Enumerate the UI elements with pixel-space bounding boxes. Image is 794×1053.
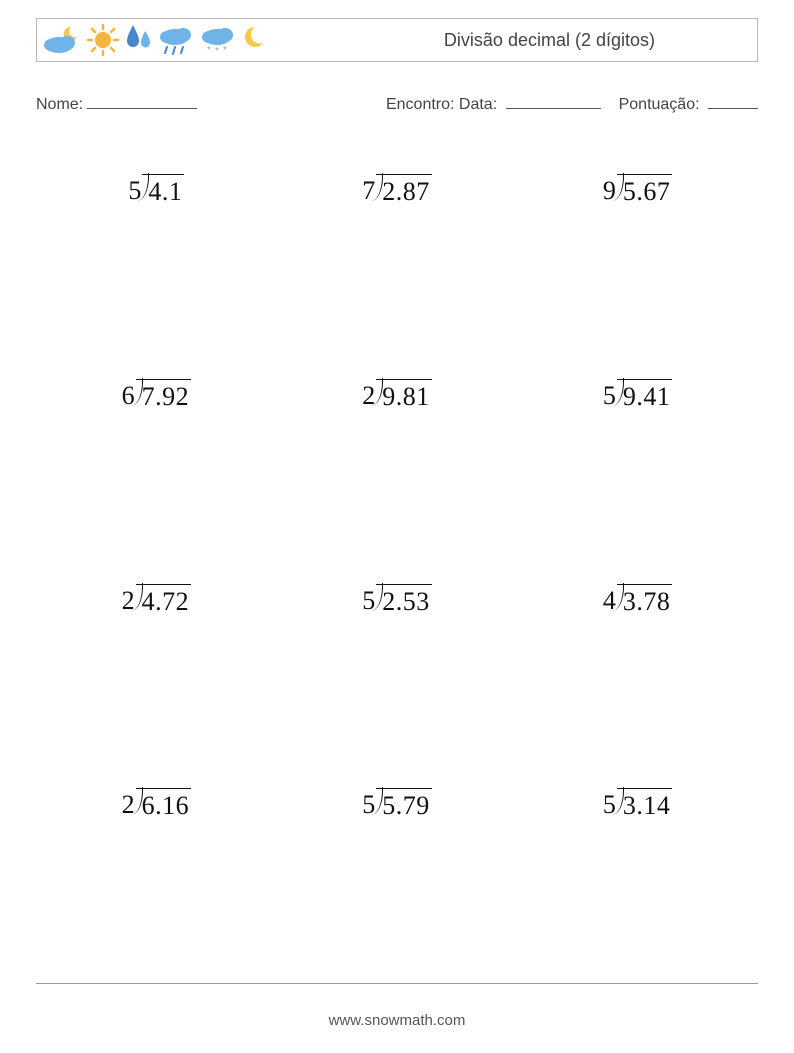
division-problem: 24.72 [36, 574, 277, 779]
division-problem: 55.79 [277, 778, 518, 983]
cloud-moon-icon [43, 23, 83, 57]
dividend-wrap: 5.67 [617, 174, 673, 205]
dividend-wrap: 3.78 [617, 584, 673, 615]
score-label: Pontuação: [619, 96, 700, 113]
dividend: 5.79 [382, 791, 430, 820]
score-blank[interactable] [708, 92, 758, 109]
info-line: Nome: Encontro: Data: Pontuação: [36, 92, 758, 114]
dividend: 3.78 [623, 587, 671, 616]
dividend-wrap: 7.92 [136, 379, 192, 410]
svg-text:*: * [223, 45, 227, 56]
name-blank[interactable] [87, 92, 197, 109]
dividend: 2.87 [382, 177, 430, 206]
dividend-wrap: 6.16 [136, 788, 192, 819]
division-problem: 72.87 [277, 164, 518, 369]
dividend-wrap: 3.14 [617, 788, 673, 819]
long-division: 24.72 [122, 584, 192, 615]
dividend-wrap: 9.81 [376, 379, 432, 410]
name-label: Nome: [36, 96, 83, 114]
problems-grid: 54.1 72.87 95.67 67.92 29.81 59.41 24.72 52.53 4… [36, 164, 758, 983]
date-blank[interactable] [506, 92, 601, 109]
dividend-wrap: 2.87 [376, 174, 432, 205]
long-division: 43.78 [603, 584, 673, 615]
dividend-wrap: 4.1 [142, 174, 184, 205]
dividend-wrap: 5.79 [376, 788, 432, 819]
division-problem: 67.92 [36, 369, 277, 574]
dividend: 4.1 [148, 177, 182, 206]
svg-text:*: * [207, 45, 211, 56]
division-problem: 59.41 [517, 369, 758, 574]
division-problem: 29.81 [277, 369, 518, 574]
dividend: 2.53 [382, 587, 430, 616]
long-division: 29.81 [362, 379, 432, 410]
footer-divider [36, 983, 758, 984]
division-problem: 95.67 [517, 164, 758, 369]
dividend: 9.41 [623, 382, 671, 411]
dividend-wrap: 9.41 [617, 379, 673, 410]
long-division: 53.14 [603, 788, 673, 819]
worksheet-title: Divisão decimal (2 dígitos) [444, 30, 655, 51]
date-label: Encontro: Data: [386, 96, 497, 113]
division-problem: 26.16 [36, 778, 277, 983]
division-problem: 52.53 [277, 574, 518, 779]
cloud-rain-icon [157, 23, 197, 57]
dividend: 6.16 [142, 791, 190, 820]
sun-icon [85, 23, 121, 57]
raindrops-icon [123, 23, 155, 57]
weather-icons-strip: * * * [43, 23, 267, 57]
long-division: 67.92 [122, 379, 192, 410]
division-problem: 54.1 [36, 164, 277, 369]
footer-url: www.snowmath.com [36, 998, 758, 1053]
dividend: 7.92 [142, 382, 190, 411]
long-division: 54.1 [128, 174, 184, 205]
svg-text:*: * [215, 46, 219, 57]
dividend: 5.67 [623, 177, 671, 206]
dividend: 9.81 [382, 382, 430, 411]
worksheet-header: * * * Divisão decimal (2 dígitos) [36, 18, 758, 62]
long-division: 26.16 [122, 788, 192, 819]
dividend-wrap: 2.53 [376, 584, 432, 615]
dividend-wrap: 4.72 [136, 584, 192, 615]
cloud-snow-icon: * * * [199, 23, 239, 57]
long-division: 55.79 [362, 788, 432, 819]
division-problem: 43.78 [517, 574, 758, 779]
dividend: 3.14 [623, 791, 671, 820]
long-division: 95.67 [603, 174, 673, 205]
dividend: 4.72 [142, 587, 190, 616]
long-division: 52.53 [362, 584, 432, 615]
division-problem: 53.14 [517, 778, 758, 983]
long-division: 72.87 [362, 174, 432, 205]
moon-icon [241, 23, 267, 57]
long-division: 59.41 [603, 379, 673, 410]
